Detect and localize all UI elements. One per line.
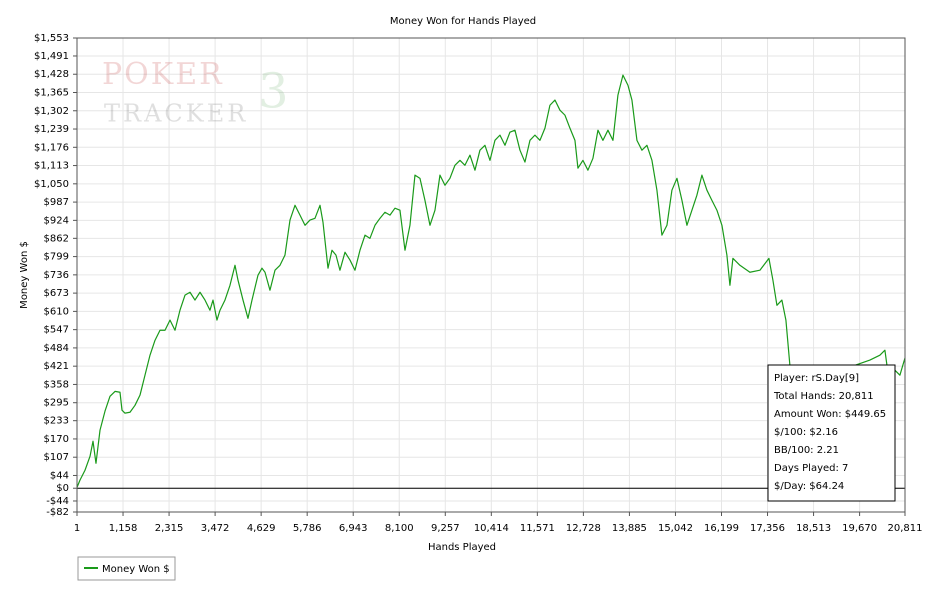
y-tick-label: $1,365 xyxy=(34,88,69,99)
x-tick-label: 13,885 xyxy=(612,523,647,534)
y-tick-label: $233 xyxy=(44,416,69,427)
y-tick-label: -$82 xyxy=(46,507,69,518)
y-tick-label: $1,428 xyxy=(34,69,69,80)
x-tick-label: 20,811 xyxy=(888,523,923,534)
y-tick-label: $673 xyxy=(44,288,69,299)
x-tick-label: 8,100 xyxy=(385,523,414,534)
x-tick-label: 17,356 xyxy=(750,523,785,534)
x-tick-label: 18,513 xyxy=(796,523,831,534)
y-tick-label: $1,553 xyxy=(34,33,69,44)
y-tick-label: $170 xyxy=(44,434,69,445)
x-tick-label: 15,042 xyxy=(658,523,693,534)
x-tick-label: 2,315 xyxy=(155,523,184,534)
tooltip-line: Amount Won: $449.65 xyxy=(774,409,886,420)
y-tick-label: $0 xyxy=(56,483,69,494)
y-tick-label: $799 xyxy=(44,252,69,263)
y-tick-label: $1,113 xyxy=(34,161,69,172)
tooltip-box xyxy=(767,364,896,502)
x-tick-label: 1 xyxy=(74,523,80,534)
legend-box xyxy=(77,556,176,581)
tooltip-lines: Player: rS.Day[9] Total Hands: 20,811 Amou… xyxy=(773,373,886,492)
watermark-text: POKER xyxy=(102,57,224,92)
plot xyxy=(76,74,906,489)
y-tick-label: $1,176 xyxy=(34,142,69,153)
tooltip-line: Days Played: 7 xyxy=(774,463,848,474)
y-tick-label: $1,050 xyxy=(34,179,69,190)
x-tick-label: 4,629 xyxy=(247,523,276,534)
y-tick-label: $1,491 xyxy=(34,51,69,62)
y-tick-label: $107 xyxy=(44,452,69,463)
x-tick-label: 11,571 xyxy=(520,523,555,534)
x-axis-label: Hands Played xyxy=(428,542,496,553)
x-tick-label: 3,472 xyxy=(201,523,230,534)
series-line xyxy=(76,74,906,488)
x-tick-label: 19,670 xyxy=(842,523,877,534)
y-tick-label: $987 xyxy=(44,197,69,208)
y-tick-label: $862 xyxy=(44,233,69,244)
watermark-text: 3 xyxy=(258,64,289,120)
y-tick-label: $924 xyxy=(44,215,69,226)
x-tick-label: 10,414 xyxy=(474,523,509,534)
y-tick-label: $44 xyxy=(50,470,69,481)
y-tick-label: $1,302 xyxy=(34,106,69,117)
tooltip-line: Player: rS.Day[9] xyxy=(774,373,859,384)
y-tick-label: -$44 xyxy=(46,496,69,507)
legend: Money Won $ xyxy=(77,556,176,581)
chart-title: Money Won for Hands Played xyxy=(390,16,536,27)
y-tick-label: $736 xyxy=(44,270,69,281)
tooltip: Player: rS.Day[9] Total Hands: 20,811 Amou… xyxy=(767,364,896,502)
y-tick-label: $421 xyxy=(44,361,69,372)
x-tick-label: 6,943 xyxy=(339,523,368,534)
x-tick-label: 5,786 xyxy=(293,523,322,534)
y-tick-label: $358 xyxy=(44,379,69,390)
legend-label: Money Won $ xyxy=(102,564,170,575)
watermark-text: TRACKER xyxy=(104,100,248,128)
x-tick-label: 12,728 xyxy=(566,523,601,534)
tooltip-line: BB/100: 2.21 xyxy=(774,445,839,456)
y-axis-label: Money Won $ xyxy=(19,241,30,309)
tooltip-line: $/Day: $64.24 xyxy=(774,481,844,492)
y-tick-label: $295 xyxy=(44,398,69,409)
tooltip-line: Total Hands: 20,811 xyxy=(773,391,874,402)
x-tick-label: 16,199 xyxy=(704,523,739,534)
x-tick-label: 1,158 xyxy=(109,523,138,534)
x-tick-label: 9,257 xyxy=(431,523,460,534)
tooltip-line: $/100: $2.16 xyxy=(774,427,838,438)
y-tick-label: $484 xyxy=(44,343,69,354)
y-tick-label: $1,239 xyxy=(34,124,69,135)
y-tick-label: $547 xyxy=(44,325,69,336)
watermark: POKER TRACKER 3 xyxy=(102,57,289,128)
y-tick-label: $610 xyxy=(44,306,69,317)
